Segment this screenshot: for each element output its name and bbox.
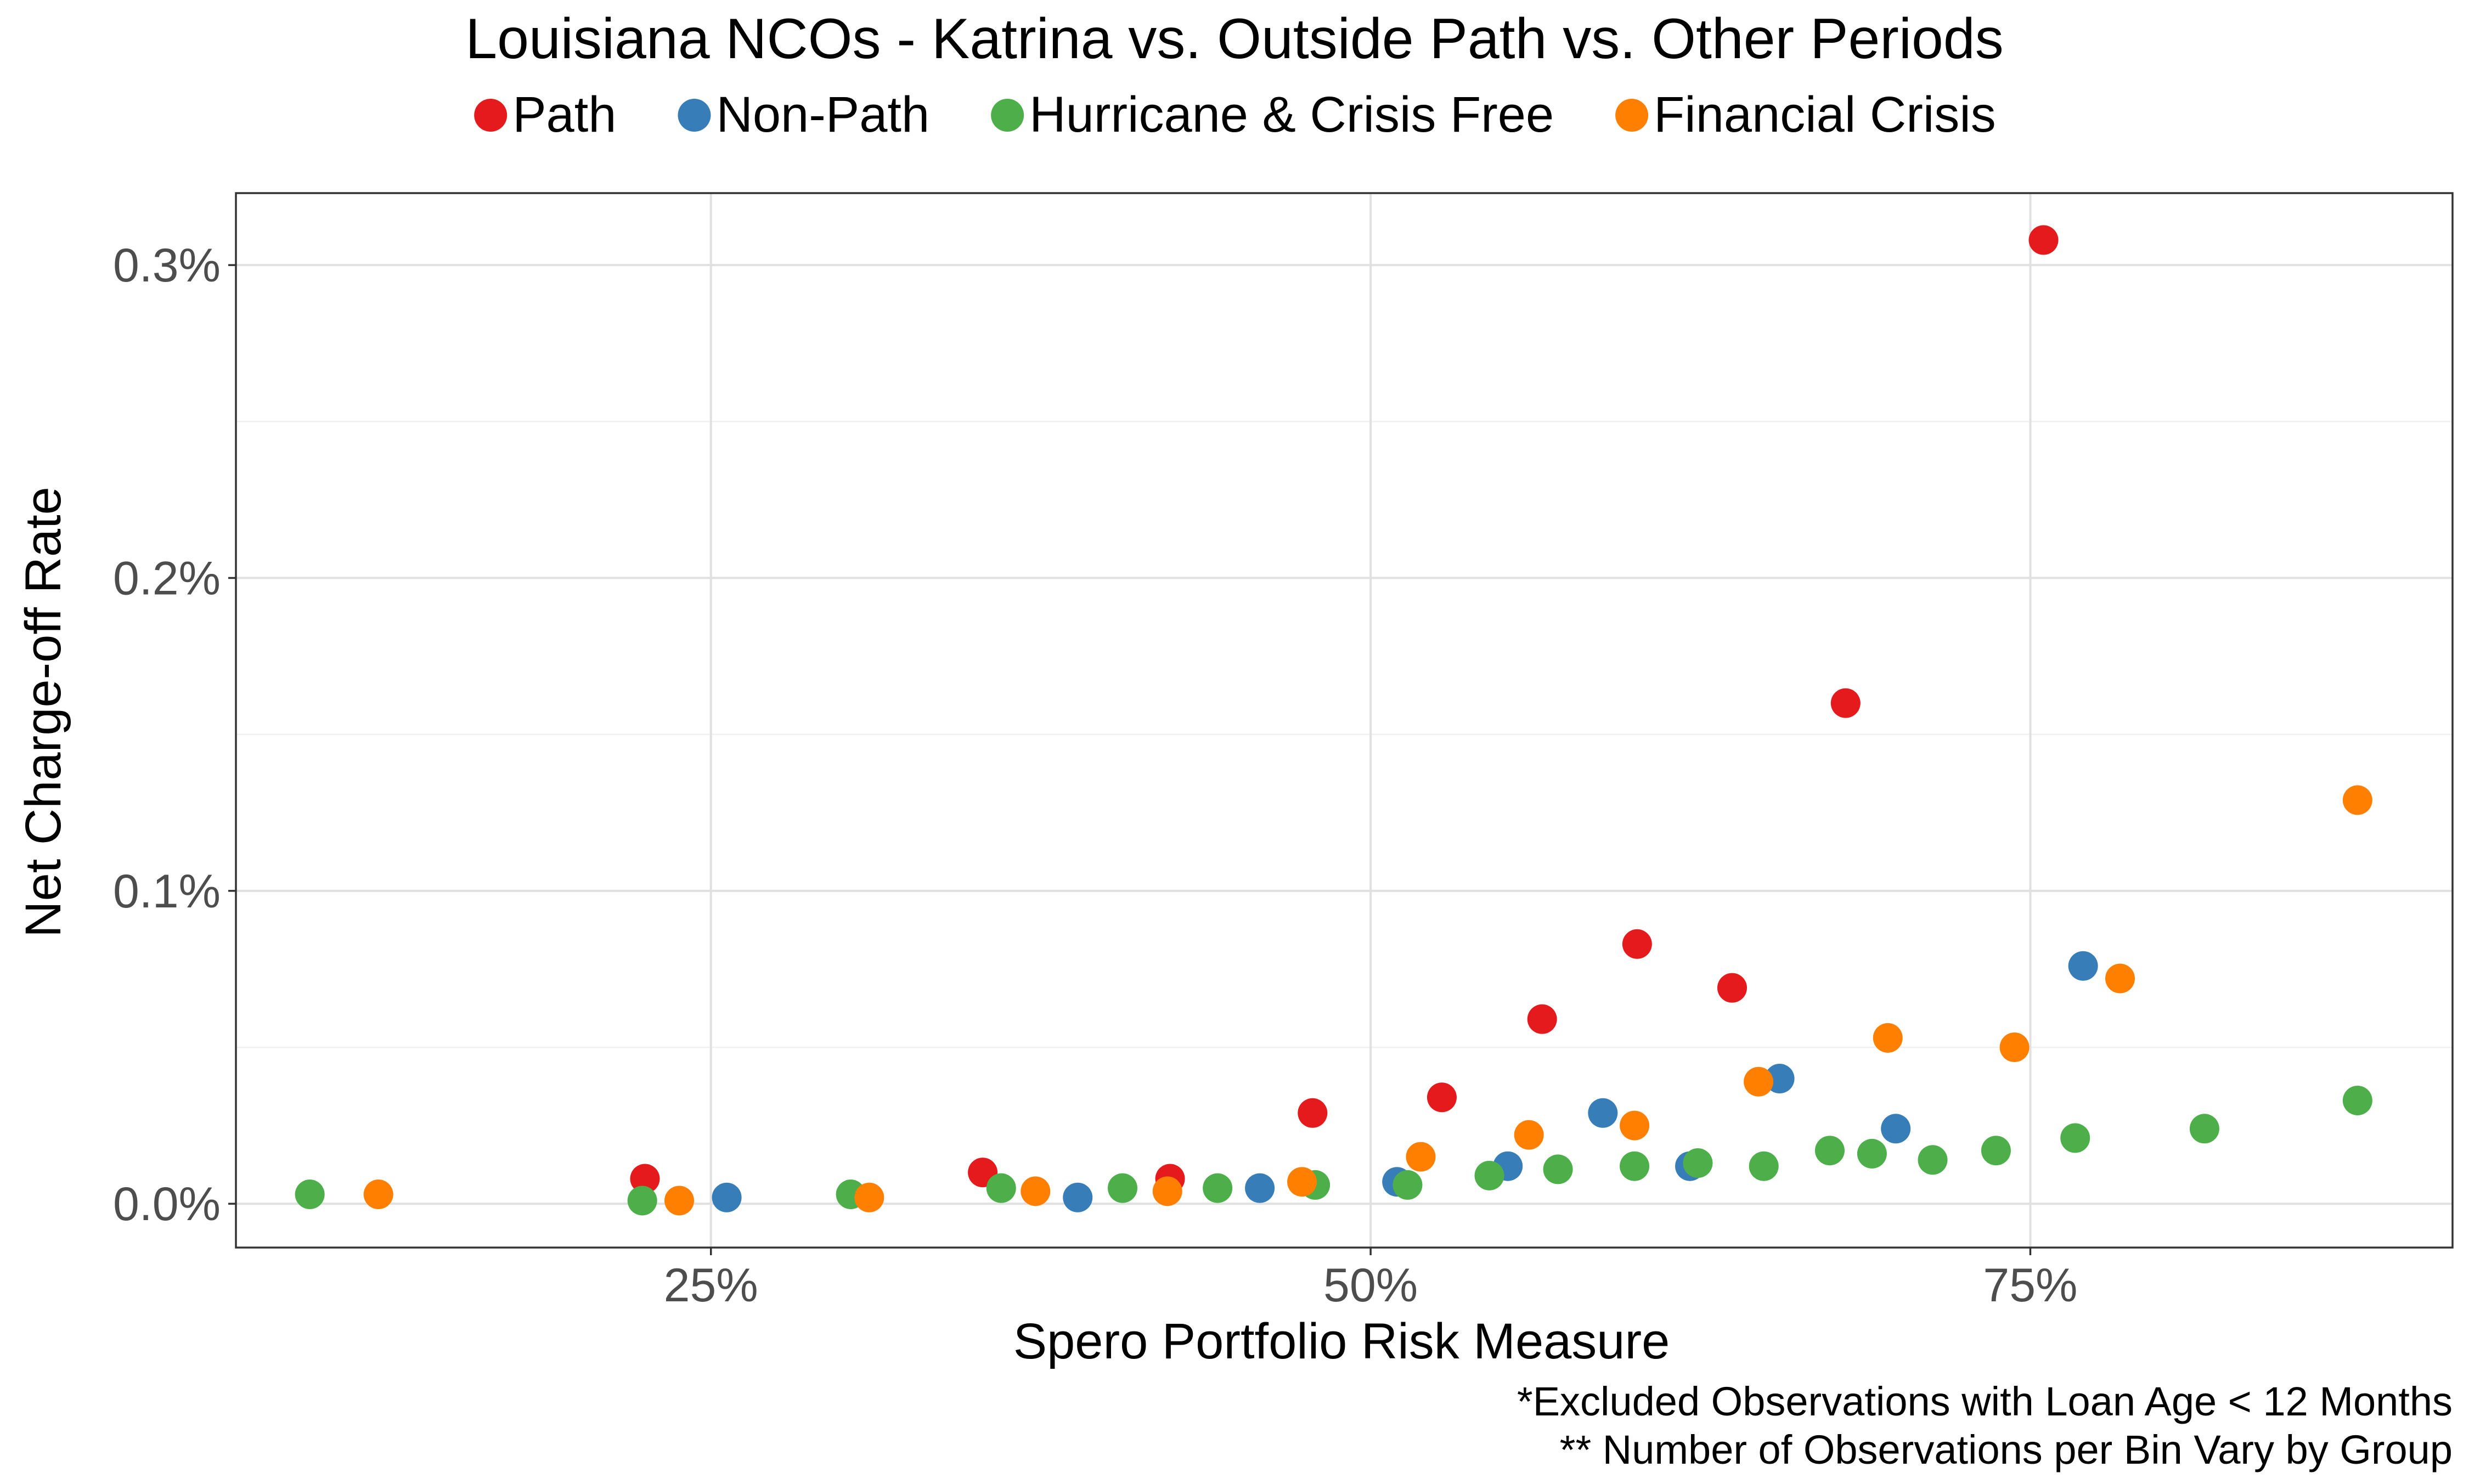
point-hurricane-crisis-free (1543, 1154, 1573, 1184)
point-hurricane-crisis-free (1918, 1145, 1948, 1175)
legend-item-non-path: Non-Path (678, 87, 929, 143)
point-path (1527, 1004, 1557, 1034)
point-path (630, 1164, 660, 1194)
legend-item-financial-crisis: Financial Crisis (1615, 87, 1996, 143)
point-hurricane-crisis-free (1857, 1138, 1887, 1169)
point-hurricane-crisis-free (1683, 1148, 1713, 1178)
point-financial-crisis (2342, 785, 2372, 815)
point-financial-crisis (1999, 1032, 2030, 1062)
point-path (1830, 688, 1861, 718)
point-hurricane-crisis-free (986, 1173, 1016, 1203)
point-path (1717, 973, 1747, 1003)
point-non-path (712, 1182, 742, 1212)
y-axis-title: Net Charge-off Rate (15, 487, 71, 938)
point-financial-crisis (854, 1182, 884, 1212)
point-hurricane-crisis-free (1814, 1136, 1845, 1166)
legend-label-path: Path (512, 87, 616, 143)
point-hurricane-crisis-free (1981, 1136, 2011, 1166)
captions: *Excluded Observations with Loan Age < 1… (1517, 1379, 2453, 1472)
minor-gridlines (236, 421, 2453, 1048)
legend-key-path (474, 99, 508, 132)
y-tick-label: 0.1% (113, 865, 221, 918)
point-hurricane-crisis-free (1749, 1151, 1779, 1181)
legend-key-non-path (678, 99, 711, 132)
point-financial-crisis (2105, 963, 2135, 994)
point-financial-crisis (1620, 1110, 1650, 1141)
point-financial-crisis (1152, 1176, 1182, 1206)
point-hurricane-crisis-free (1393, 1170, 1423, 1200)
point-path (1427, 1082, 1457, 1113)
legend-item-path: Path (474, 87, 616, 143)
x-tick-label: 50% (1323, 1259, 1418, 1312)
point-path (2028, 225, 2059, 255)
x-axis: 25% 50% 75% (664, 1248, 2078, 1312)
legend: Path Non-Path Hurricane & Crisis Free Finan… (474, 87, 1996, 143)
point-hurricane-crisis-free (1620, 1151, 1650, 1181)
point-non-path (1588, 1098, 1618, 1128)
x-tick-label: 25% (664, 1259, 758, 1312)
point-financial-crisis (1873, 1023, 1903, 1053)
point-path (1298, 1098, 1328, 1128)
point-hurricane-crisis-free (2189, 1114, 2219, 1144)
point-non-path (1881, 1114, 1911, 1144)
point-hurricane-crisis-free (1203, 1173, 1233, 1203)
x-axis-title: Spero Portfolio Risk Measure (1013, 1313, 1670, 1369)
point-financial-crisis (1287, 1167, 1317, 1197)
point-financial-crisis (1021, 1176, 1051, 1206)
point-financial-crisis (664, 1186, 694, 1216)
point-hurricane-crisis-free (2060, 1123, 2090, 1153)
plot-area (235, 192, 2454, 1249)
plot-panel-border (235, 192, 2454, 1249)
point-non-path (2068, 951, 2098, 981)
x-tick-label: 75% (1983, 1259, 2077, 1312)
major-gridlines (236, 193, 2453, 1248)
point-hurricane-crisis-free (1474, 1160, 1504, 1190)
point-hurricane-crisis-free (627, 1186, 657, 1216)
data-points (295, 225, 2372, 1216)
legend-item-hurricane-crisis-free: Hurricane & Crisis Free (991, 87, 1554, 143)
chart-title: Louisiana NCOs - Katrina vs. Outside Pat… (465, 7, 2003, 71)
y-tick-label: 0.3% (113, 239, 221, 292)
point-non-path (1063, 1182, 1093, 1212)
point-hurricane-crisis-free (2342, 1085, 2372, 1115)
legend-label-non-path: Non-Path (716, 87, 929, 143)
point-non-path (1245, 1173, 1275, 1203)
plot-panel-background (236, 193, 2453, 1248)
legend-label-hurricane-crisis-free: Hurricane & Crisis Free (1029, 87, 1554, 143)
point-hurricane-crisis-free (1108, 1173, 1137, 1203)
point-hurricane-crisis-free (295, 1180, 325, 1210)
point-financial-crisis (1514, 1120, 1544, 1150)
caption-line: *Excluded Observations with Loan Age < 1… (1517, 1379, 2453, 1424)
legend-key-financial-crisis (1615, 99, 1649, 132)
y-axis: 0.0% 0.1% 0.2% 0.3% (113, 239, 236, 1231)
point-financial-crisis (1744, 1067, 1774, 1097)
point-financial-crisis (363, 1180, 393, 1210)
legend-key-hurricane-crisis-free (991, 99, 1024, 132)
y-tick-label: 0.0% (113, 1178, 221, 1231)
legend-label-financial-crisis: Financial Crisis (1654, 87, 1996, 143)
y-tick-label: 0.2% (113, 552, 221, 605)
point-path (1622, 929, 1652, 959)
point-financial-crisis (1406, 1142, 1436, 1172)
caption-line: ** Number of Observations per Bin Vary b… (1560, 1427, 2453, 1472)
